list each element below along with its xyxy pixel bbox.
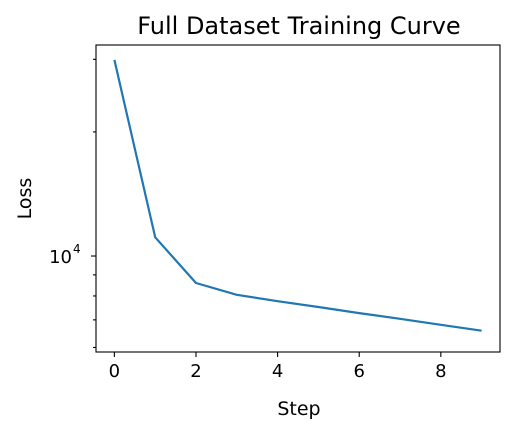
loss-series-line [113,59,482,332]
x-tick-label: 6 [353,361,364,382]
y-tick-label-base: 10 [49,247,72,268]
y-axis: 10 4 [49,58,96,349]
chart-title: Full Dataset Training Curve [137,12,460,40]
x-tick-label: 4 [272,361,283,382]
y-axis-label: Loss [14,178,36,220]
plot-area [113,59,482,332]
x-tick-label: 8 [435,361,446,382]
x-axis: 0 2 4 6 8 [109,352,447,382]
x-tick-label: 0 [109,361,120,382]
x-tick-label: 2 [190,361,201,382]
plot-frame [95,44,501,353]
x-axis-label: Step [277,398,320,420]
y-tick-label-exponent: 4 [73,242,81,256]
